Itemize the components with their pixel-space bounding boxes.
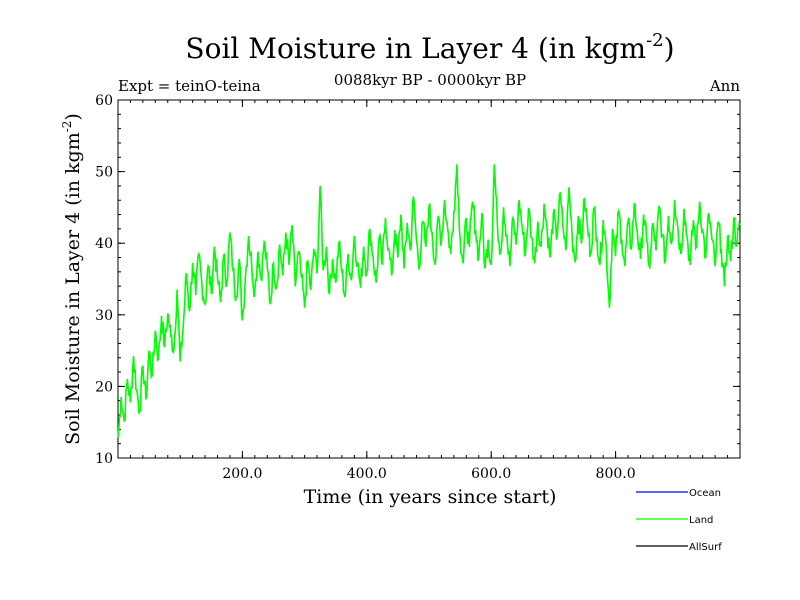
chart-subtitle: 0088kyr BP - 0000kyr BP: [334, 71, 526, 89]
y-tick-label: 10: [95, 451, 113, 467]
series-line-land: [117, 164, 741, 439]
chart-title: Soil Moisture in Layer 4 (in kgm-2): [185, 30, 674, 65]
y-tick-label: 20: [95, 379, 113, 395]
x-tick-label: 400.0: [347, 466, 387, 482]
legend: Ocean Land AllSurf: [636, 488, 722, 553]
y-axis: 10 20 30 40 50 60: [95, 93, 740, 467]
x-tick-label: 800.0: [596, 466, 636, 482]
legend-label-allsurf: AllSurf: [689, 542, 722, 553]
x-axis-label: Time (in years since start): [304, 486, 557, 508]
legend-label-ocean: Ocean: [689, 488, 721, 499]
y-axis-label: Soil Moisture in Layer 4 (in kgm-2): [60, 113, 84, 445]
x-tick-label: 600.0: [471, 466, 511, 482]
y-tick-label: 30: [95, 308, 113, 324]
y-tick-label: 60: [95, 93, 113, 109]
series-layer: [117, 164, 741, 439]
x-tick-label: 200.0: [222, 466, 262, 482]
expt-label: Expt = teinO-teina: [118, 77, 261, 95]
y-tick-label: 50: [95, 165, 113, 181]
x-axis: 200.0 400.0 600.0 800.0: [129, 100, 729, 482]
legend-label-land: Land: [689, 515, 713, 526]
season-label: Ann: [709, 77, 740, 95]
y-tick-label: 40: [95, 236, 113, 252]
